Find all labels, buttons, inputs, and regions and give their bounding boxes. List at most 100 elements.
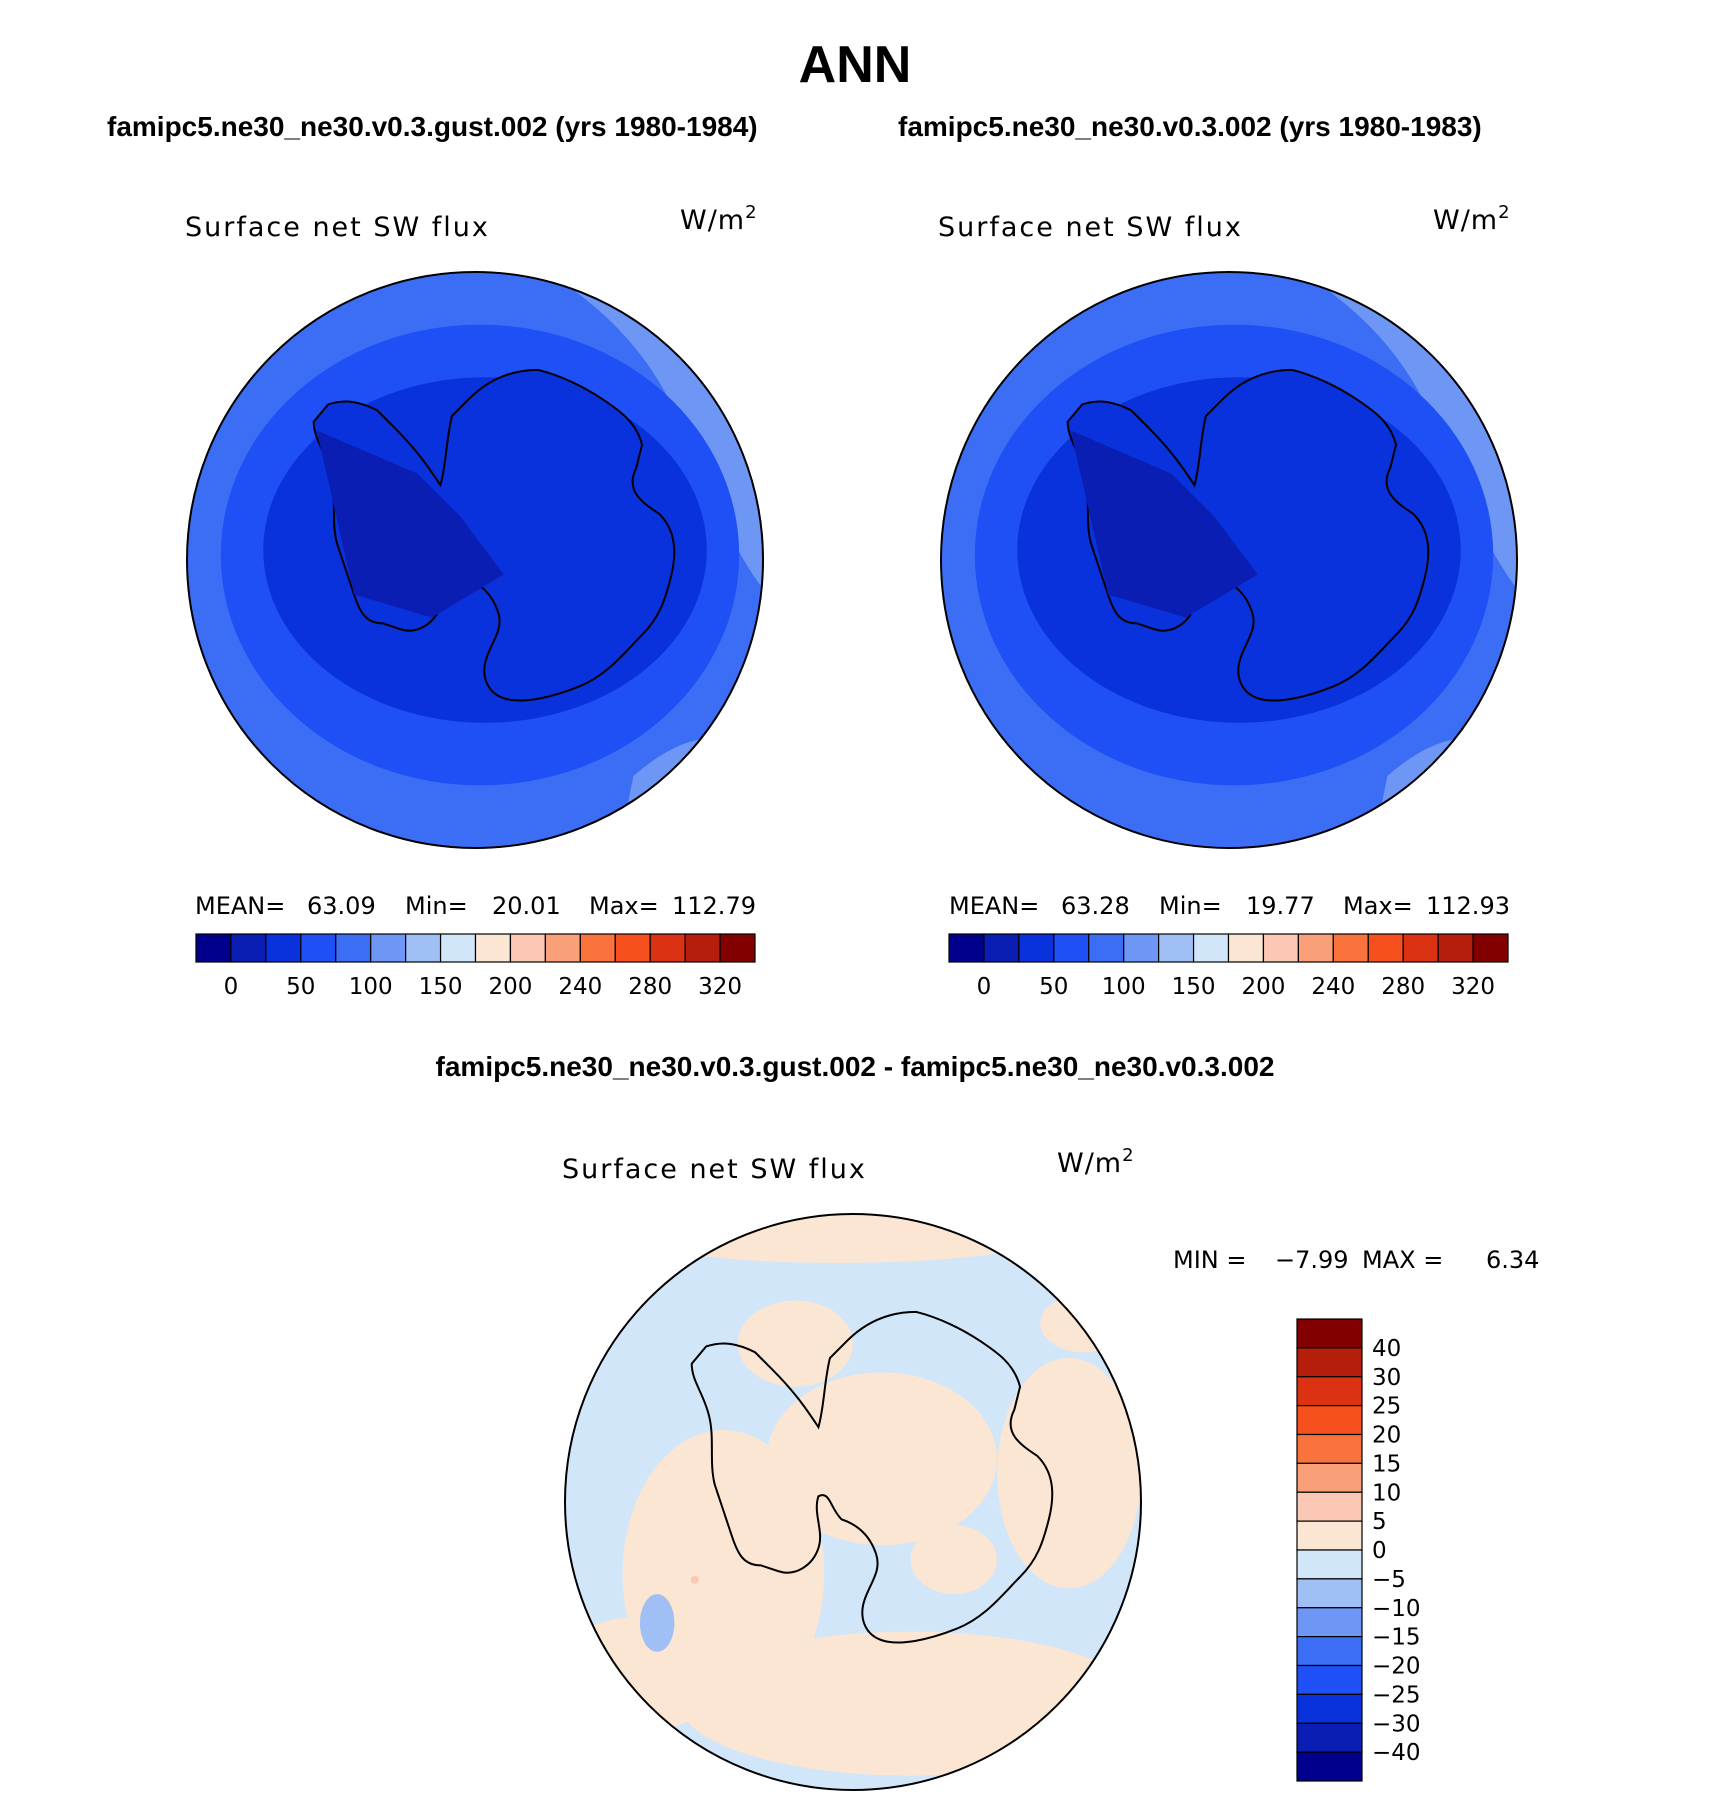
right-min-value: 19.77 <box>1246 892 1315 920</box>
colorbar-swatch <box>684 933 721 963</box>
colorbar-tick-label: −15 <box>1372 1625 1421 1651</box>
left-stats: MEAN= 63.09 Min= 20.01 Max= 112.79 <box>195 892 756 920</box>
colorbar-swatch <box>614 933 651 963</box>
colorbar-tick-label: 50 <box>1039 974 1068 1000</box>
colorbar-swatch <box>1123 933 1160 963</box>
positive-region <box>737 1300 854 1387</box>
colorbar-tick-label: 0 <box>1372 1538 1387 1564</box>
colorbar-swatch <box>1437 933 1474 963</box>
colorbar-swatch <box>1018 933 1055 963</box>
right-stats: MEAN= 63.28 Min= 19.77 Max= 112.93 <box>949 892 1510 920</box>
colorbar-tick-label: −5 <box>1372 1567 1406 1593</box>
positive-region <box>910 1525 997 1595</box>
colorbar-swatch <box>1296 1520 1363 1551</box>
colorbar-tick-label: 100 <box>349 974 393 1000</box>
colorbar-tick-label: −20 <box>1372 1654 1421 1680</box>
colorbar-tick-label: 200 <box>488 974 532 1000</box>
diff-units-label: W/m2 <box>1057 1145 1135 1179</box>
colorbar-swatch <box>265 933 302 963</box>
diff-min-value: −7.99 <box>1275 1246 1349 1274</box>
diff-case-title: famipc5.ne30_ne30.v0.3.gust.002 - famipc… <box>436 1051 1275 1082</box>
colorbar-swatch <box>948 933 985 963</box>
left-case-title: famipc5.ne30_ne30.v0.3.gust.002 (yrs 198… <box>107 111 758 142</box>
colorbar-swatch <box>579 933 616 963</box>
colorbar-swatch <box>1192 933 1230 963</box>
colorbar-swatch <box>649 933 686 963</box>
colorbar-tick-label: 50 <box>286 974 315 1000</box>
colorbar-swatch <box>1296 1549 1363 1580</box>
positive-region <box>1040 1294 1127 1353</box>
diff-stats: MIN = −7.99 MAX = 6.34 <box>1173 1246 1539 1274</box>
left-colorbar: 0 50 100 150 200 240 280 320 <box>195 933 756 1000</box>
colorbar-swatch <box>1088 933 1125 963</box>
positive-region <box>608 1214 1069 1263</box>
left-max-value: 112.79 <box>672 892 756 920</box>
colorbar-swatch <box>1296 1318 1363 1349</box>
colorbar-tick-label: 320 <box>698 974 742 1000</box>
colorbar-swatch <box>1296 1664 1363 1695</box>
right-max-value: 112.93 <box>1426 892 1510 920</box>
right-min-label: Min= <box>1159 892 1222 920</box>
colorbar-swatch <box>230 933 267 963</box>
colorbar-tick-label: 280 <box>1381 974 1425 1000</box>
positive-region <box>997 1358 1141 1589</box>
colorbar-swatch <box>1296 1433 1363 1464</box>
colorbar-tick-label: 40 <box>1372 1336 1401 1362</box>
colorbar-swatch <box>1053 933 1090 963</box>
colorbar-tick-label: 320 <box>1451 974 1495 1000</box>
negative-spot <box>639 1594 675 1652</box>
colorbar-swatch <box>439 933 477 963</box>
colorbar-swatch <box>1227 933 1265 963</box>
positive-region <box>766 1372 997 1546</box>
right-variable-label: Surface net SW flux <box>938 212 1243 243</box>
right-polar-map <box>940 271 1518 849</box>
colorbar-swatch <box>300 933 337 963</box>
left-max-label: Max= <box>589 892 659 920</box>
colorbar-tick-label: 240 <box>558 974 602 1000</box>
left-mean-value: 63.09 <box>307 892 376 920</box>
colorbar-swatch <box>1296 1376 1363 1407</box>
colorbar-swatch <box>1402 933 1439 963</box>
west-antarctica-dark <box>1070 430 1258 618</box>
colorbar-swatch <box>405 933 442 963</box>
main-title: ANN <box>799 36 912 94</box>
positive-spot <box>690 1575 699 1584</box>
colorbar-swatch <box>1296 1607 1363 1638</box>
colorbar-swatch <box>1296 1347 1363 1378</box>
colorbar-swatch <box>1297 933 1334 963</box>
colorbar-swatch <box>1296 1722 1363 1753</box>
colorbar-swatch <box>195 933 232 963</box>
colorbar-swatch <box>719 933 756 963</box>
colorbar-tick-label: 280 <box>628 974 672 1000</box>
colorbar-swatch <box>1296 1578 1363 1609</box>
colorbar-tick-label: 150 <box>419 974 463 1000</box>
left-units-label: W/m2 <box>680 202 758 236</box>
colorbar-swatch <box>509 933 546 963</box>
right-colorbar: 0 50 100 150 200 240 280 320 <box>948 933 1509 1000</box>
colorbar-swatch <box>1296 1751 1363 1782</box>
colorbar-tick-label: −40 <box>1372 1740 1421 1766</box>
colorbar-tick-label: 25 <box>1372 1394 1401 1420</box>
left-min-value: 20.01 <box>492 892 561 920</box>
colorbar-swatch <box>544 933 581 963</box>
colorbar-swatch <box>1296 1462 1363 1493</box>
colorbar-swatch <box>370 933 407 963</box>
colorbar-tick-label: 0 <box>224 974 239 1000</box>
colorbar-tick-label: −10 <box>1372 1596 1421 1622</box>
left-mean-label: MEAN= <box>195 892 285 920</box>
colorbar-tick-label: 15 <box>1372 1451 1401 1477</box>
colorbar-tick-label: 5 <box>1372 1509 1387 1535</box>
colorbar-tick-label: 30 <box>1372 1365 1401 1391</box>
colorbar-tick-label: 10 <box>1372 1480 1401 1506</box>
right-max-label: Max= <box>1343 892 1413 920</box>
colorbar-swatch <box>1158 933 1195 963</box>
west-antarctica-dark <box>316 430 504 618</box>
diff-max-value: 6.34 <box>1486 1246 1539 1274</box>
colorbar-tick-label: 240 <box>1311 974 1355 1000</box>
left-min-label: Min= <box>405 892 468 920</box>
colorbar-swatch <box>474 933 512 963</box>
colorbar-tick-label: 100 <box>1102 974 1146 1000</box>
colorbar-tick-label: −30 <box>1372 1711 1421 1737</box>
